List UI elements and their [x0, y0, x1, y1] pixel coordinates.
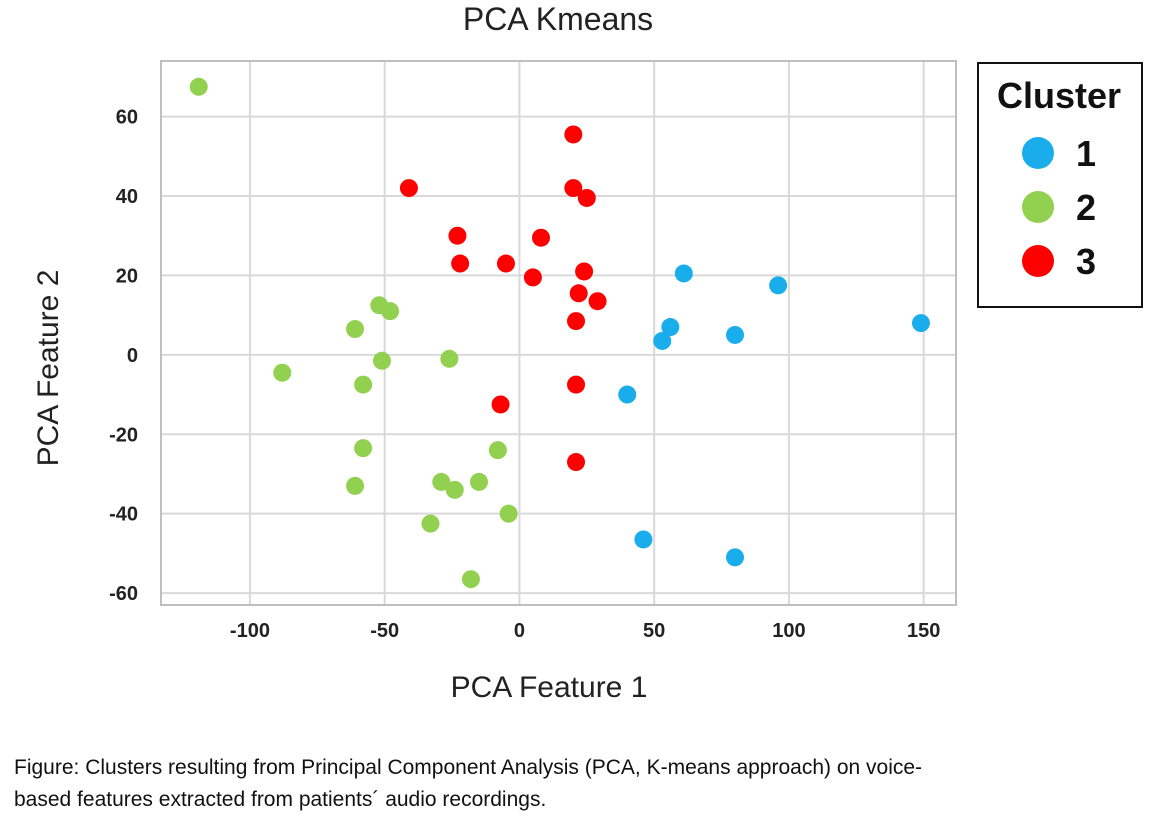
data-point-cluster-1: [911, 314, 930, 333]
chart-title: PCA Kmeans: [463, 1, 653, 37]
y-tick-label: 20: [116, 265, 138, 287]
y-tick-label: 40: [116, 186, 138, 208]
caption-line-1: Figure: Clusters resulting from Principa…: [14, 756, 923, 779]
y-axis-label: PCA Feature 2: [32, 270, 65, 467]
x-tick-label: 0: [514, 620, 525, 642]
y-tick-label: -60: [109, 583, 138, 605]
data-point-cluster-3: [399, 179, 418, 198]
data-point-cluster-2: [432, 472, 451, 491]
legend-title: Cluster: [997, 75, 1121, 116]
data-point-cluster-3: [569, 284, 588, 303]
data-point-cluster-2: [488, 441, 507, 460]
data-point-cluster-1: [661, 318, 680, 337]
legend-marker-1: [1022, 137, 1054, 169]
data-point-cluster-2: [470, 472, 488, 491]
legend-label-3: 3: [1076, 241, 1096, 282]
scatter-chart: PCA Kmeans -100 -50 0 50 100 150 -60 -40 -20 0 20 4…: [32, 1, 1143, 704]
data-point-cluster-3: [588, 292, 607, 311]
legend-marker-2: [1022, 191, 1054, 223]
data-point-cluster-2: [440, 349, 459, 368]
data-point-cluster-2: [461, 570, 480, 589]
data-point-cluster-2: [346, 320, 365, 339]
data-point-cluster-2: [421, 514, 440, 533]
data-point-cluster-2: [346, 476, 365, 495]
data-point-cluster-3: [523, 268, 542, 287]
data-point-cluster-2: [354, 439, 373, 458]
data-point-cluster-3: [575, 262, 594, 281]
x-axis-label: PCA Feature 1: [451, 671, 648, 704]
legend: Cluster 1 2 3: [977, 62, 1143, 308]
data-point-cluster-3: [567, 375, 586, 394]
data-point-cluster-1: [769, 276, 788, 295]
x-tick-label: -50: [370, 620, 399, 642]
plot-area: [160, 60, 957, 606]
axis-ticks: -100 -50 0 50 100 150 -60 -40 -20 0 20 40 60: [109, 107, 940, 642]
x-tick-label: -100: [230, 620, 270, 642]
data-point-cluster-2: [354, 375, 373, 394]
data-point-cluster-3: [564, 179, 583, 198]
x-tick-label: 100: [772, 620, 805, 642]
data-point-cluster-1: [653, 331, 672, 350]
data-point-cluster-3: [531, 228, 550, 247]
y-tick-label: 60: [116, 107, 138, 129]
data-point-cluster-3: [491, 395, 510, 414]
data-point-cluster-3: [496, 254, 515, 273]
data-point-cluster-3: [567, 312, 586, 331]
data-point-cluster-1: [674, 264, 693, 283]
data-point-cluster-2: [445, 480, 464, 499]
data-point-cluster-3: [564, 125, 583, 144]
data-point-cluster-1: [726, 548, 745, 567]
data-point-cluster-1: [726, 325, 745, 344]
data-point-cluster-2: [372, 351, 391, 370]
data-point-cluster-3: [451, 254, 470, 273]
x-tick-label: 50: [643, 620, 665, 642]
data-point-cluster-3: [567, 453, 586, 472]
data-point-cluster-3: [577, 188, 596, 207]
y-tick-label: -40: [109, 504, 138, 526]
data-point-cluster-2: [381, 302, 400, 321]
data-point-cluster-1: [618, 385, 637, 404]
grid: [161, 61, 956, 605]
legend-box: [977, 62, 1143, 308]
figure-caption: Figure: Clusters resulting from Principa…: [14, 752, 1014, 816]
data-points: [189, 77, 930, 589]
y-tick-label: 0: [127, 345, 138, 367]
data-point-cluster-3: [448, 226, 467, 245]
y-tick-label: -20: [109, 424, 138, 446]
legend-items: 1 2 3: [1022, 133, 1096, 282]
data-point-cluster-2: [189, 77, 208, 96]
data-point-cluster-2: [499, 504, 518, 523]
legend-label-2: 2: [1076, 187, 1096, 228]
x-tick-label: 150: [907, 620, 940, 642]
data-point-cluster-1: [634, 530, 653, 549]
data-point-cluster-2: [273, 363, 292, 382]
legend-label-1: 1: [1076, 133, 1096, 174]
legend-marker-3: [1022, 245, 1054, 277]
caption-line-2: based features extracted from patients´ …: [14, 788, 547, 811]
